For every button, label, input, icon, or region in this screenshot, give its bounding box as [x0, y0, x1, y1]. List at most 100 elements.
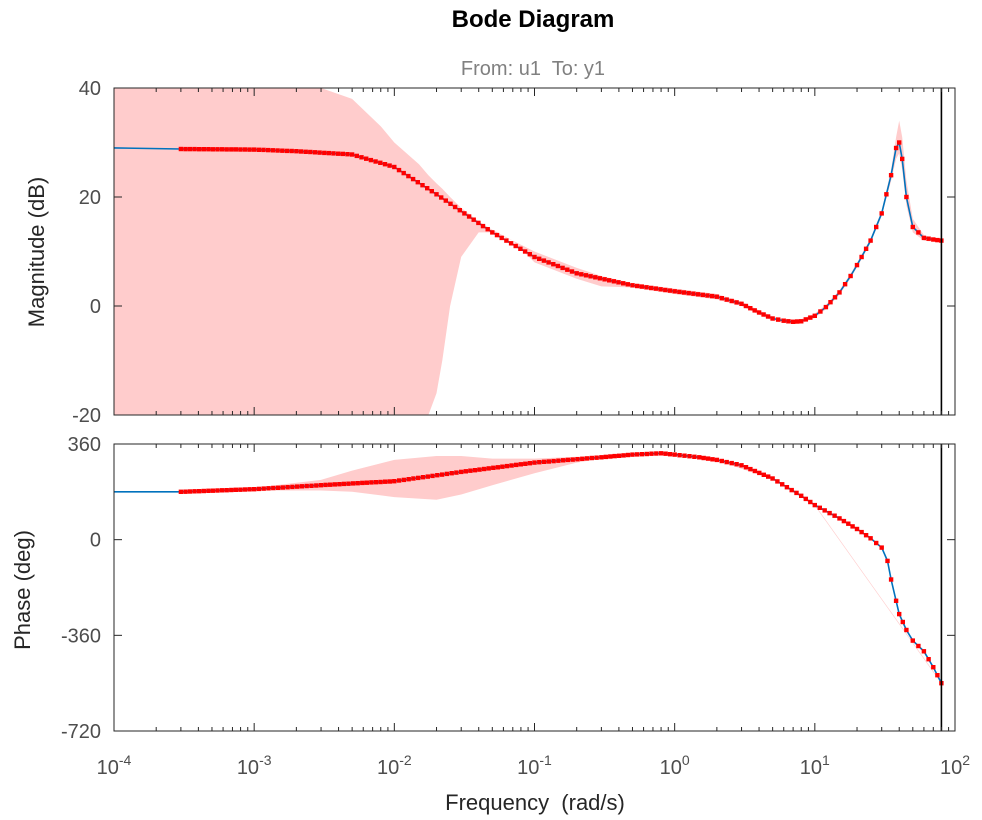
phase-data-point [863, 533, 869, 538]
magnitude-data-point [695, 292, 701, 297]
phase-data-point [687, 454, 692, 459]
phase-data-point [299, 484, 305, 489]
magnitude-data-point [879, 211, 884, 216]
magnitude-data-point [776, 317, 781, 322]
magnitude-y-tick-label: 20 [79, 187, 101, 209]
phase-data-point [206, 488, 211, 493]
magnitude-data-point [588, 274, 593, 279]
phase-data-point [837, 516, 842, 521]
tick-exponent: 0 [682, 752, 690, 768]
phase-data-point [734, 462, 739, 467]
magnitude-data-point [378, 160, 383, 165]
phase-data-point [885, 558, 890, 564]
phase-data-point [832, 513, 837, 518]
phase-data-point [621, 453, 626, 458]
phase-data-point [224, 488, 229, 493]
magnitude-data-point [691, 291, 696, 296]
magnitude-data-point [425, 186, 430, 191]
magnitude-data-point [284, 148, 290, 154]
magnitude-y-tick-label: 0 [90, 296, 101, 318]
phase-data-point [355, 481, 360, 486]
phase-data-point [799, 493, 804, 498]
phase-data-point [472, 468, 478, 473]
tick-exponent: -1 [539, 752, 552, 768]
phase-data-point [328, 482, 333, 487]
magnitude-data-point [532, 254, 537, 260]
phase-data-point [396, 478, 402, 483]
magnitude-data-point [518, 246, 523, 251]
phase-data-point [904, 627, 909, 633]
magnitude-data-point [658, 287, 663, 292]
magnitude-data-point [611, 279, 617, 284]
magnitude-data-point [541, 258, 547, 263]
magnitude-data-point [790, 319, 796, 324]
phase-data-point [261, 486, 266, 491]
phase-data-point [846, 521, 851, 526]
phase-data-point [178, 489, 184, 494]
magnitude-data-point [485, 227, 490, 232]
phase-data-point [570, 457, 575, 462]
phase-data-point [803, 496, 808, 502]
phase-data-point [242, 487, 248, 492]
phase-data-point [748, 466, 753, 472]
phase-data-point [314, 483, 319, 488]
magnitude-data-point [910, 224, 915, 230]
magnitude-data-point [187, 146, 193, 152]
phase-data-point [630, 452, 635, 457]
magnitude-data-point [859, 254, 864, 260]
magnitude-data-point [219, 147, 225, 152]
magnitude-data-point [748, 306, 753, 311]
phase-data-point [705, 456, 711, 461]
magnitude-data-point [434, 192, 439, 197]
phase-data-point [318, 483, 324, 488]
magnitude-data-point [382, 162, 388, 167]
phase-data-point [926, 657, 931, 662]
phase-data-point [775, 479, 780, 484]
magnitude-data-point [710, 293, 715, 299]
phase-data-point [192, 489, 197, 494]
phase-data-point [697, 455, 702, 460]
phase-data-point [295, 484, 300, 489]
chart-subtitle: From: u1 To: y1 [461, 58, 605, 80]
magnitude-data-point [401, 170, 406, 176]
phase-data-point [663, 451, 668, 456]
frequency-axis-label: Frequency (rad/s) [445, 790, 625, 815]
phase-data-point [654, 451, 659, 456]
phase-data-point [449, 471, 454, 476]
magnitude-data-point [508, 241, 514, 246]
phase-data-point [364, 480, 369, 485]
frequency-tick-label: 10-2 [377, 752, 412, 779]
magnitude-data-point [935, 237, 940, 243]
magnitude-data-point [480, 223, 486, 229]
phase-data-point [827, 510, 832, 516]
magnitude-data-point [625, 282, 630, 287]
tick-base: 10 [237, 757, 259, 779]
phase-data-point [710, 457, 715, 462]
magnitude-data-point [522, 249, 528, 254]
phase-data-point [794, 490, 799, 496]
magnitude-data-point [439, 195, 444, 200]
phase-data-point [341, 481, 347, 487]
magnitude-data-point [569, 269, 575, 274]
magnitude-data-point [364, 156, 369, 161]
magnitude-data-point [452, 204, 458, 210]
phase-data-point [766, 474, 771, 479]
phase-data-point [714, 457, 720, 463]
magnitude-data-point [462, 211, 467, 216]
magnitude-data-point [854, 262, 860, 268]
magnitude-data-point [242, 147, 248, 152]
magnitude-data-point [842, 282, 848, 287]
phase-data-point [931, 665, 936, 670]
phase-data-point [682, 453, 687, 458]
phase-data-point [463, 469, 468, 474]
phase-data-point [383, 479, 388, 484]
phase-data-point [897, 611, 902, 617]
phase-data-point [743, 465, 749, 470]
phase-data-point [425, 474, 430, 479]
phase-data-point [561, 458, 566, 463]
magnitude-data-point [761, 312, 766, 317]
phase-data-point [584, 456, 590, 461]
magnitude-data-point [663, 287, 668, 293]
magnitude-data-point [593, 275, 598, 280]
